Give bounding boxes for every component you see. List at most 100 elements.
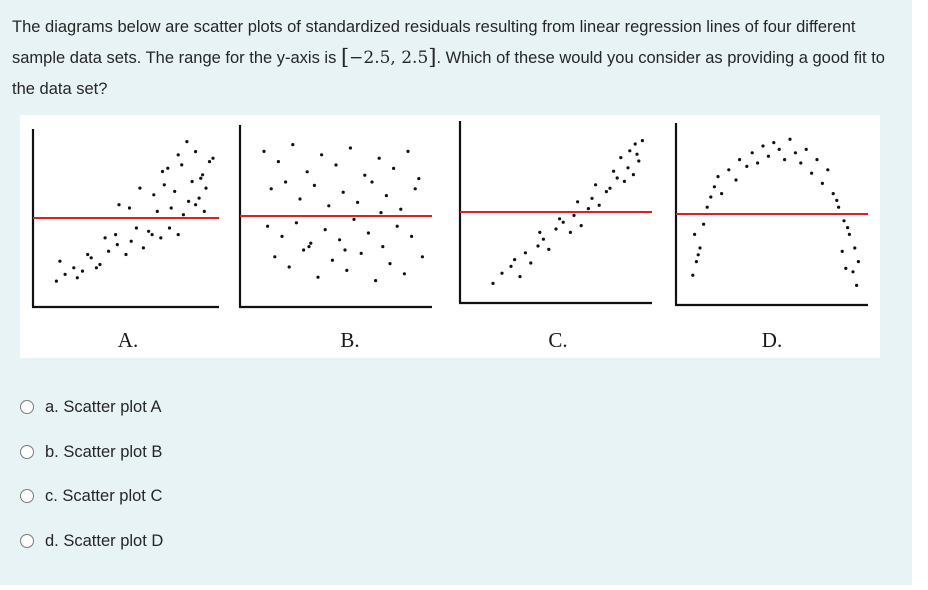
- plot-b-point: [269, 187, 273, 191]
- plot-a-point: [162, 183, 166, 187]
- plot-c-point: [554, 227, 558, 231]
- plot-c-point: [536, 244, 540, 248]
- plot-a-point: [194, 203, 198, 207]
- plot-a-point: [129, 239, 133, 243]
- plot-a-point: [194, 150, 198, 154]
- plot-a-point: [114, 233, 118, 237]
- plot-c-point: [491, 281, 495, 285]
- plot-a-point: [117, 203, 121, 207]
- question-text: The diagrams below are scatter plots of …: [12, 12, 892, 105]
- plot-d-point: [826, 168, 830, 172]
- plot-a-point: [134, 226, 138, 230]
- plot-d-point: [696, 253, 700, 257]
- option-a-label[interactable]: a. Scatter plot A: [45, 398, 162, 416]
- option-d-label[interactable]: d. Scatter plot D: [45, 531, 164, 550]
- plot-c-point: [513, 258, 517, 262]
- plot-a-point: [190, 179, 194, 184]
- y-range-math: [−2.5, 2.5]: [340, 45, 437, 69]
- plot-a-label: A.: [118, 328, 138, 352]
- plot-b-point: [341, 190, 345, 194]
- plot-d-point: [847, 232, 852, 236]
- plot-b-point: [356, 200, 360, 204]
- question-text-part2: . Which of these would you consider as p…: [12, 49, 885, 98]
- plot-a-point: [58, 259, 62, 263]
- plot-a-point: [89, 256, 93, 260]
- plot-d-point: [750, 151, 754, 155]
- plot-c-point: [637, 159, 641, 163]
- plot-d-point: [709, 195, 713, 199]
- plot-a-point: [75, 276, 79, 280]
- plot-c-point: [572, 213, 576, 217]
- plot-a-point: [103, 236, 107, 240]
- plot-b-point: [338, 238, 342, 242]
- option-c-label[interactable]: c. Scatter plot C: [45, 487, 163, 506]
- plot-d-point: [844, 266, 848, 270]
- plot-a-point: [86, 252, 90, 257]
- plot-c-point: [561, 220, 565, 224]
- plot-a-point: [202, 209, 206, 213]
- plot-a-point: [173, 189, 177, 193]
- plot-b-point: [395, 224, 399, 228]
- plot-b-point: [379, 211, 383, 215]
- plot-d-point: [815, 158, 819, 162]
- plot-b-label: B.: [340, 328, 359, 352]
- plot-d-point: [820, 181, 825, 185]
- plot-c-point: [590, 196, 594, 200]
- plot-d-point: [777, 147, 781, 151]
- plot-a-point: [80, 269, 85, 273]
- plot-b-point: [370, 180, 374, 184]
- radio-option-a[interactable]: [20, 400, 34, 414]
- question-panel: The diagrams below are scatter plots of …: [0, 0, 912, 585]
- plot-b-point: [266, 224, 270, 228]
- plot-a-point: [98, 262, 102, 267]
- plot-d-point: [840, 249, 844, 253]
- plot-b-point: [320, 153, 324, 157]
- plot-b-point: [399, 207, 403, 211]
- plot-d-point: [837, 205, 841, 209]
- plot-c-point: [622, 179, 627, 183]
- option-b[interactable]: b. Scatter plot B: [20, 429, 420, 474]
- plot-d-point: [698, 246, 702, 250]
- plot-a-point: [204, 186, 208, 190]
- plot-b-point: [302, 248, 306, 252]
- plot-c-point: [608, 186, 612, 190]
- option-a[interactable]: a. Scatter plot A: [20, 384, 420, 429]
- plot-d-point: [788, 137, 792, 141]
- plot-d-point: [738, 158, 742, 162]
- option-c[interactable]: c. Scatter plot C: [20, 473, 420, 518]
- plot-b-point: [384, 194, 388, 198]
- plot-b-point: [276, 160, 280, 164]
- plot-c-point: [615, 176, 619, 180]
- option-d[interactable]: d. Scatter plot D: [20, 518, 420, 563]
- plot-c-point: [529, 261, 533, 265]
- plot-a-point: [107, 249, 111, 253]
- plot-c-label: C.: [548, 328, 567, 352]
- plot-b-point: [366, 231, 370, 235]
- plot-d-point: [745, 164, 749, 168]
- plot-b-point: [402, 272, 406, 276]
- plot-d-point: [835, 198, 839, 202]
- plot-c-point: [635, 152, 639, 156]
- plot-b-point: [284, 180, 288, 184]
- plot-b-point: [363, 173, 367, 177]
- plot-d-point: [810, 171, 814, 175]
- plot-c-point: [568, 230, 573, 234]
- plot-d-point: [783, 158, 787, 162]
- radio-option-d[interactable]: [20, 533, 34, 548]
- plot-b-point: [410, 234, 414, 238]
- plot-a-point: [181, 213, 185, 217]
- plot-d-point: [716, 175, 720, 179]
- plot-c-point: [640, 139, 645, 143]
- plot-d-point: [766, 154, 771, 158]
- plot-b-point: [312, 183, 316, 187]
- plot-a-point: [207, 160, 212, 164]
- plot-d-point: [691, 273, 695, 277]
- plot-b-point: [327, 204, 331, 208]
- plot-d-point: [856, 260, 861, 264]
- plot-c-point: [594, 183, 598, 187]
- plot-a-point: [147, 229, 151, 233]
- radio-option-b[interactable]: [20, 444, 34, 459]
- plot-b-point: [406, 149, 410, 153]
- radio-option-c[interactable]: [20, 489, 34, 504]
- option-b-label[interactable]: b. Scatter plot B: [45, 442, 163, 461]
